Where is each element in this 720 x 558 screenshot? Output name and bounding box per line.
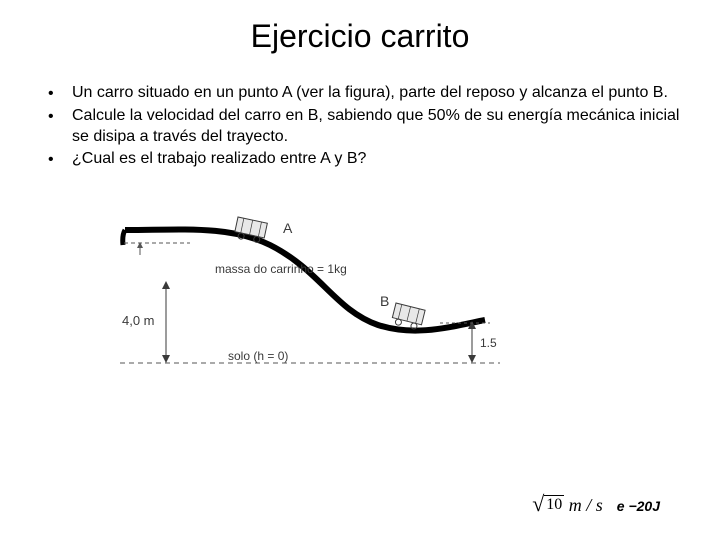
sqrt-value: 10 [544,495,564,514]
dim-right-label: 1.5 m [480,336,500,350]
dim-left-arrow-down [162,355,170,363]
answer-work: e −20J [617,498,660,514]
dim-left-arrow-up [162,281,170,289]
bullet-list: • Un carro situado en un punto A (ver la… [48,83,680,171]
bullet-marker: • [48,83,72,104]
bullet-marker: • [48,106,72,127]
track-curve [125,229,485,330]
bullet-item: • ¿Cual es el trabajo realizado entre A … [48,149,680,170]
page-title: Ejercicio carrito [0,18,720,55]
dim-left-label: 4,0 m [122,313,155,328]
answer-unit: m / s [569,495,603,515]
bullet-marker: • [48,149,72,170]
ground-label: solo (h = 0) [228,349,288,363]
bullet-text: Calcule la velocidad del carro en B, sab… [72,106,680,147]
label-b: B [380,293,389,309]
mass-label: massa do carrinho = 1kg [215,262,347,276]
bullet-text: Un carro situado en un punto A (ver la f… [72,83,680,103]
label-a: A [283,220,293,236]
answer-velocity: √ 10 m / s [532,495,603,516]
answers-row: √ 10 m / s e −20J [532,495,660,516]
sqrt-icon: √ 10 [532,495,564,514]
arrow-top-stub-head [137,242,143,248]
bullet-text: ¿Cual es el trabajo realizado entre A y … [72,149,680,169]
physics-figure: 4,0 m 1.5 m A B massa do carrin [120,185,720,390]
bullet-item: • Un carro situado en un punto A (ver la… [48,83,680,104]
figure-svg: 4,0 m 1.5 m A B massa do carrin [120,185,500,385]
dim-right-arrow-down [468,355,476,363]
bullet-item: • Calcule la velocidad del carro en B, s… [48,106,680,147]
